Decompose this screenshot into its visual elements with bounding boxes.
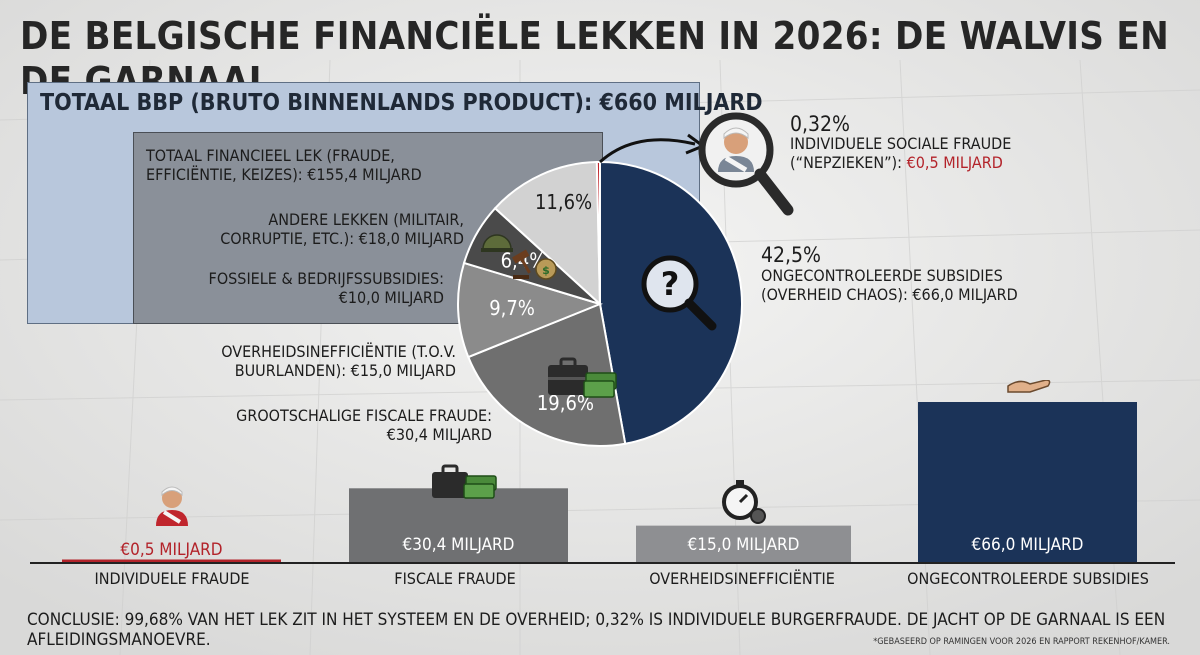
category-label-uncontrolled-subsidies: Ongecontroleerde subsidies [907, 569, 1149, 588]
briefcase-money-icon [548, 357, 617, 398]
pie-slice-4 [493, 161, 602, 307]
pie-slice-5 [595, 160, 601, 305]
individual-fraud-label: Individuele sociale fraude (“nepzieken”)… [790, 134, 1040, 173]
bar-3 [918, 402, 1137, 562]
leak-pie-chart: 19,6%9,7%6,4%11,6% ? $ [457, 160, 743, 447]
individual-fraud-text: Individuele sociale fraude (“nepzieken”)… [790, 134, 1012, 172]
label-fossil-subsidies: Fossiele & bedrijfssubsidies: €10,0 milj… [208, 269, 444, 307]
category-label-individual-fraud: Individuele fraude [94, 569, 250, 588]
uncontrolled-subsidies-label: Ongecontroleerde subsidies (overheid cha… [761, 266, 1018, 304]
bandaged-person-icon [156, 486, 188, 526]
pie-slice-label-2: 9,7% [489, 296, 535, 320]
briefcase-money-icon [432, 464, 497, 499]
pie-slice-label-4: 11,6% [535, 190, 592, 214]
uncontrolled-subsidies-percentage: 42,5% [761, 243, 822, 267]
bandaged-person-icon [718, 127, 754, 173]
helmet-gavel-money-icon: $ [481, 234, 557, 280]
bar-value-label-2: €15,0 MILJARD [688, 535, 800, 555]
stopwatch-gear-icon [722, 480, 766, 524]
bar-value-label-0: €0,5 MILJARD [120, 540, 222, 560]
gdp-label: Totaal BBP (bruto binnenlands product): … [40, 90, 763, 116]
label-other-leaks: Andere lekken (militair, corruptie, etc.… [220, 210, 464, 248]
financial-leak-label: Totaal financieel lek (fraude, efficiënt… [146, 146, 422, 184]
hand-gears-icon [1007, 380, 1051, 393]
bar-value-label-1: €30,4 MILJARD [403, 535, 515, 555]
bar-2 [636, 525, 851, 562]
question-magnifier-icon: ? [641, 255, 717, 331]
svg-text:?: ? [661, 265, 680, 303]
conclusion-text: Conclusie: 99,68% van het lek zit in het… [27, 610, 1166, 651]
svg-text:$: $ [542, 264, 550, 277]
leak-bar-chart: €0,5 MILJARD €30,4 MILJARD €15,0 MILJARD €6… [30, 380, 1175, 564]
label-government-inefficiency: Overheidsinefficiëntie (t.o.v. buurlande… [221, 342, 456, 380]
individual-fraud-percentage: 0,32% [790, 112, 851, 136]
magnifier-icon [698, 112, 794, 216]
pie-slice-1 [466, 302, 627, 447]
category-label-government-inefficiency: Overheidsinefficiëntie [649, 569, 835, 588]
pie-slice-2 [457, 261, 604, 359]
footnote: *Gebaseerd op ramingen voor 2026 en rapp… [873, 637, 1170, 647]
bar-value-label-3: €66,0 MILJARD [972, 535, 1084, 555]
category-label-fiscal-fraud: Fiscale fraude [394, 569, 516, 588]
label-fiscal-fraud: Grootschalige fiscale fraude: €30,4 milj… [236, 406, 492, 444]
bar-0 [62, 559, 281, 562]
bar-1 [349, 488, 568, 562]
individual-fraud-value: €0,5 miljard [906, 152, 1003, 172]
